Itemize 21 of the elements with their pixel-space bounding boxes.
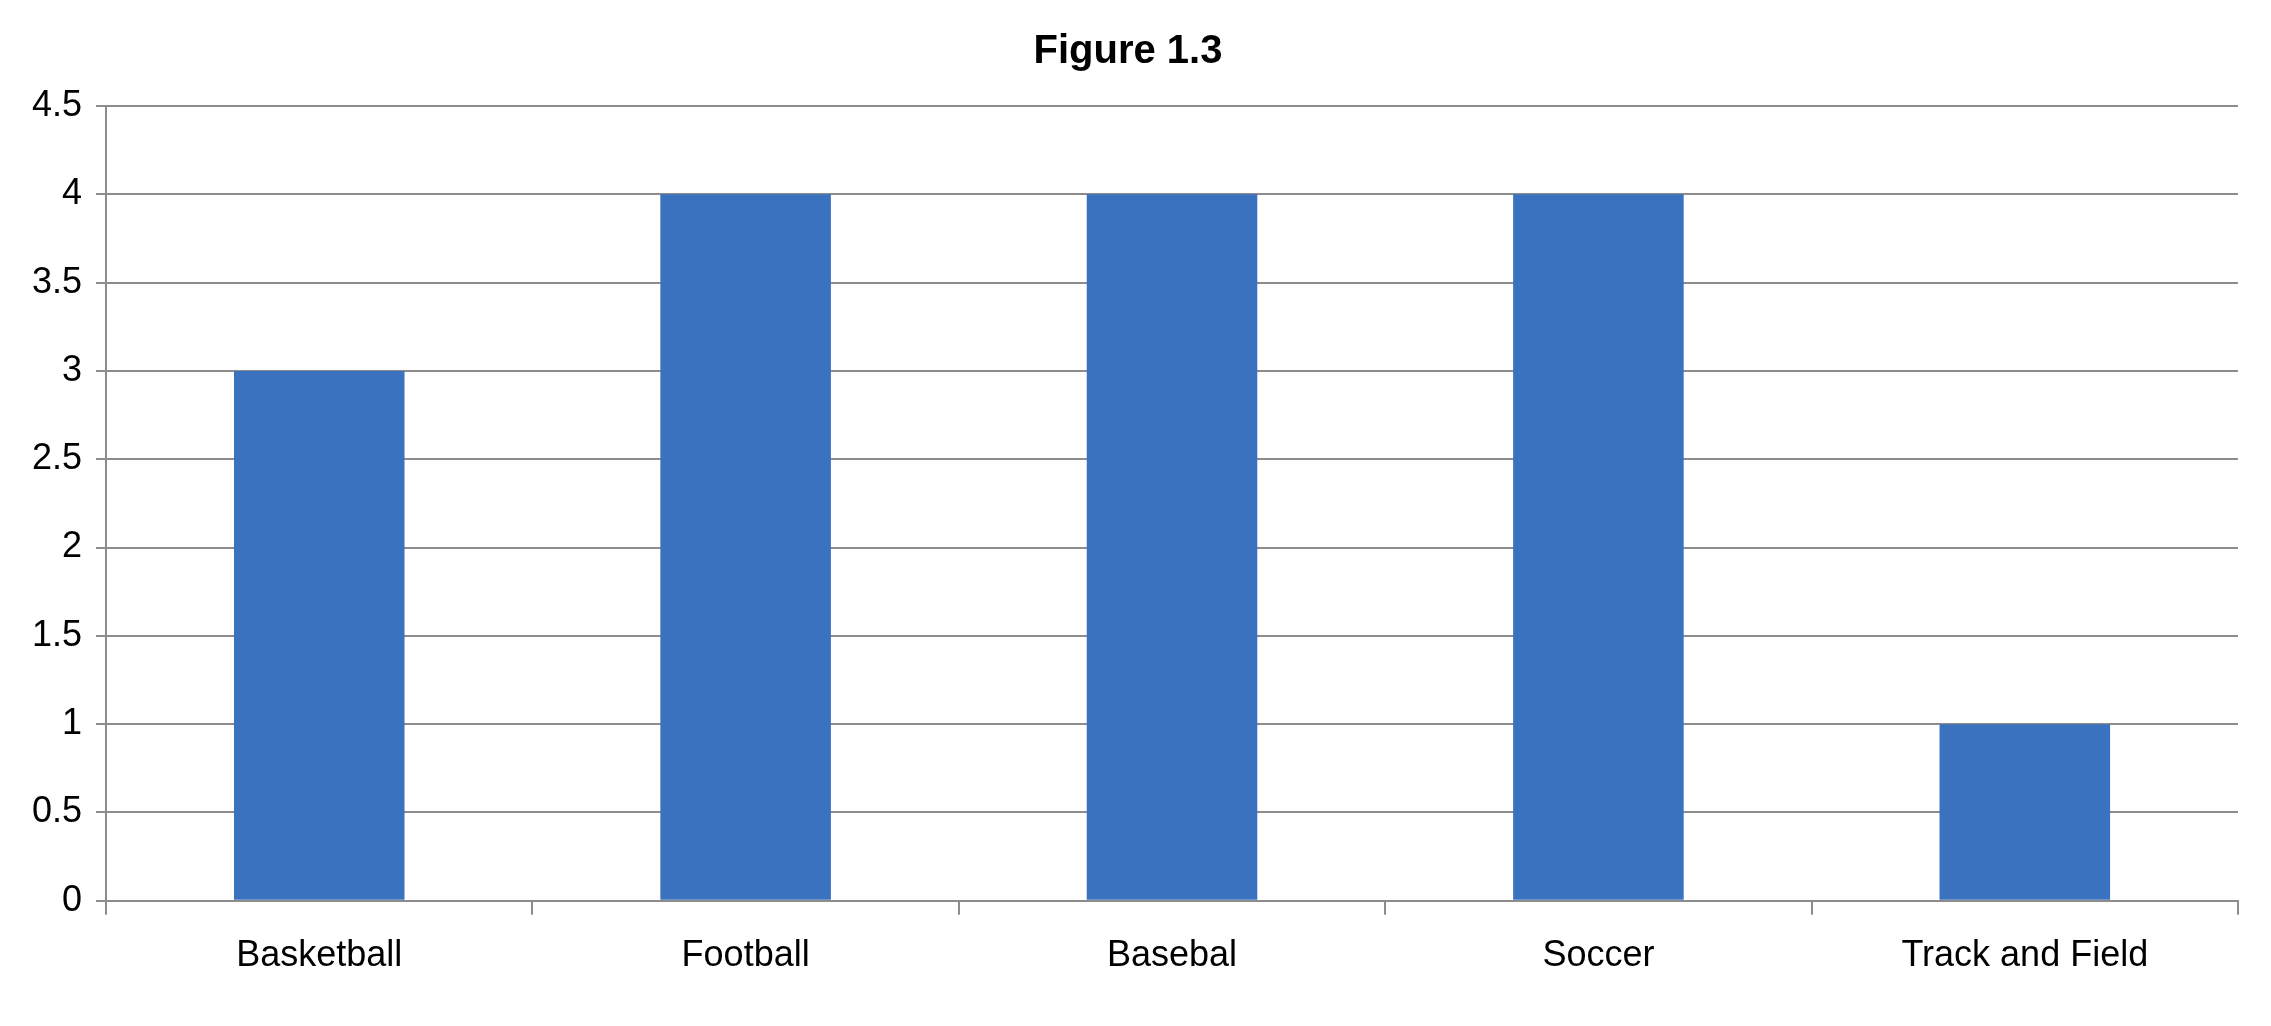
y-tick-label: 3 — [62, 347, 83, 389]
y-tick-label: 0.5 — [32, 789, 83, 831]
x-tick-label: Football — [681, 933, 810, 975]
y-tick-label: 1.5 — [32, 612, 83, 654]
y-tick-label: 4 — [62, 171, 83, 213]
bar — [1513, 194, 1684, 900]
y-tick-label: 4.5 — [32, 82, 83, 124]
x-tick-label: Basebal — [1106, 933, 1238, 975]
y-tick-label: 2 — [62, 524, 83, 566]
y-tick-label: 1 — [62, 701, 83, 743]
bar — [660, 194, 831, 900]
y-tick-label: 2.5 — [32, 436, 83, 478]
x-tick-label: Soccer — [1542, 933, 1655, 975]
bar — [233, 370, 405, 900]
y-tick-label: 3.5 — [32, 259, 83, 301]
x-tick-label: Track and Field — [1901, 933, 2149, 975]
bar — [1939, 724, 2111, 900]
chart-title: Figure 1.3 — [1033, 27, 1223, 72]
bar — [1086, 194, 1258, 900]
y-tick-label: 0 — [62, 877, 83, 919]
x-tick-label: Basketball — [236, 933, 403, 975]
